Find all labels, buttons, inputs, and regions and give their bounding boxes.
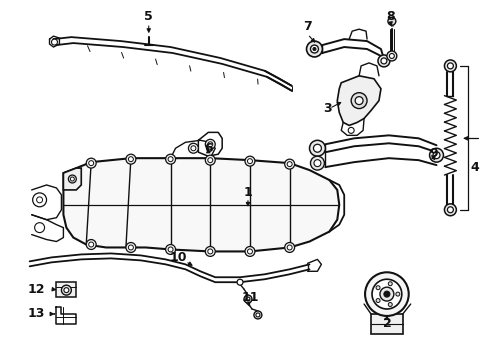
Polygon shape <box>63 168 81 190</box>
Circle shape <box>126 154 136 164</box>
Text: 4: 4 <box>471 161 480 174</box>
Circle shape <box>247 249 252 254</box>
Circle shape <box>287 245 292 250</box>
Circle shape <box>168 247 173 252</box>
Circle shape <box>311 45 319 53</box>
Circle shape <box>376 298 380 302</box>
Text: 7: 7 <box>303 20 312 33</box>
Circle shape <box>205 139 215 149</box>
Circle shape <box>208 142 213 147</box>
Text: 5: 5 <box>145 10 153 23</box>
Circle shape <box>314 144 321 152</box>
Circle shape <box>37 197 43 203</box>
Circle shape <box>61 285 72 295</box>
Circle shape <box>380 287 394 301</box>
Circle shape <box>351 93 367 109</box>
Circle shape <box>376 286 380 290</box>
Circle shape <box>64 288 69 293</box>
Circle shape <box>208 249 213 254</box>
Circle shape <box>287 162 292 167</box>
Bar <box>371 314 403 334</box>
Circle shape <box>388 17 396 25</box>
Circle shape <box>285 243 294 252</box>
Text: 2: 2 <box>383 318 392 330</box>
Circle shape <box>384 291 390 297</box>
Circle shape <box>86 158 96 168</box>
Circle shape <box>51 39 57 45</box>
Circle shape <box>285 159 294 169</box>
Text: 3: 3 <box>323 102 332 115</box>
Polygon shape <box>337 76 381 125</box>
Circle shape <box>69 175 76 183</box>
Circle shape <box>247 159 252 164</box>
Circle shape <box>89 161 94 166</box>
Circle shape <box>256 313 260 317</box>
Text: 6: 6 <box>204 142 213 155</box>
Circle shape <box>237 279 243 285</box>
Circle shape <box>246 297 250 301</box>
Circle shape <box>447 207 453 213</box>
Text: 12: 12 <box>28 283 46 296</box>
Circle shape <box>372 279 402 309</box>
Circle shape <box>189 143 198 153</box>
Circle shape <box>310 140 325 156</box>
Circle shape <box>381 58 387 64</box>
Circle shape <box>166 154 175 164</box>
Circle shape <box>430 148 443 162</box>
Circle shape <box>307 41 322 57</box>
Circle shape <box>191 146 196 151</box>
Text: 8: 8 <box>387 10 395 23</box>
Circle shape <box>444 60 456 72</box>
Circle shape <box>208 158 213 163</box>
Text: 10: 10 <box>170 251 187 264</box>
Polygon shape <box>63 158 339 251</box>
Circle shape <box>447 63 453 69</box>
Circle shape <box>166 244 175 255</box>
Circle shape <box>314 159 321 167</box>
Circle shape <box>205 155 215 165</box>
Circle shape <box>355 96 363 105</box>
Circle shape <box>86 239 96 249</box>
Circle shape <box>444 204 456 216</box>
Circle shape <box>245 247 255 256</box>
Circle shape <box>388 302 392 306</box>
Circle shape <box>388 282 392 286</box>
Circle shape <box>396 292 400 296</box>
Text: 9: 9 <box>429 147 438 160</box>
Circle shape <box>205 247 215 256</box>
Text: 1: 1 <box>244 186 252 199</box>
Circle shape <box>311 156 324 170</box>
Circle shape <box>33 193 47 207</box>
Circle shape <box>348 127 354 133</box>
Circle shape <box>378 55 390 67</box>
Circle shape <box>126 243 136 252</box>
Text: 13: 13 <box>28 307 45 320</box>
Circle shape <box>244 295 252 303</box>
Circle shape <box>433 152 440 159</box>
Circle shape <box>245 156 255 166</box>
Circle shape <box>313 48 316 50</box>
Bar <box>56 282 76 297</box>
Circle shape <box>254 311 262 319</box>
Circle shape <box>390 54 394 58</box>
Circle shape <box>387 51 397 61</box>
Circle shape <box>35 223 45 233</box>
Circle shape <box>71 177 74 181</box>
Circle shape <box>89 242 94 247</box>
Circle shape <box>128 245 133 250</box>
Circle shape <box>168 157 173 162</box>
Circle shape <box>365 272 409 316</box>
Text: 11: 11 <box>241 291 259 303</box>
Circle shape <box>128 157 133 162</box>
